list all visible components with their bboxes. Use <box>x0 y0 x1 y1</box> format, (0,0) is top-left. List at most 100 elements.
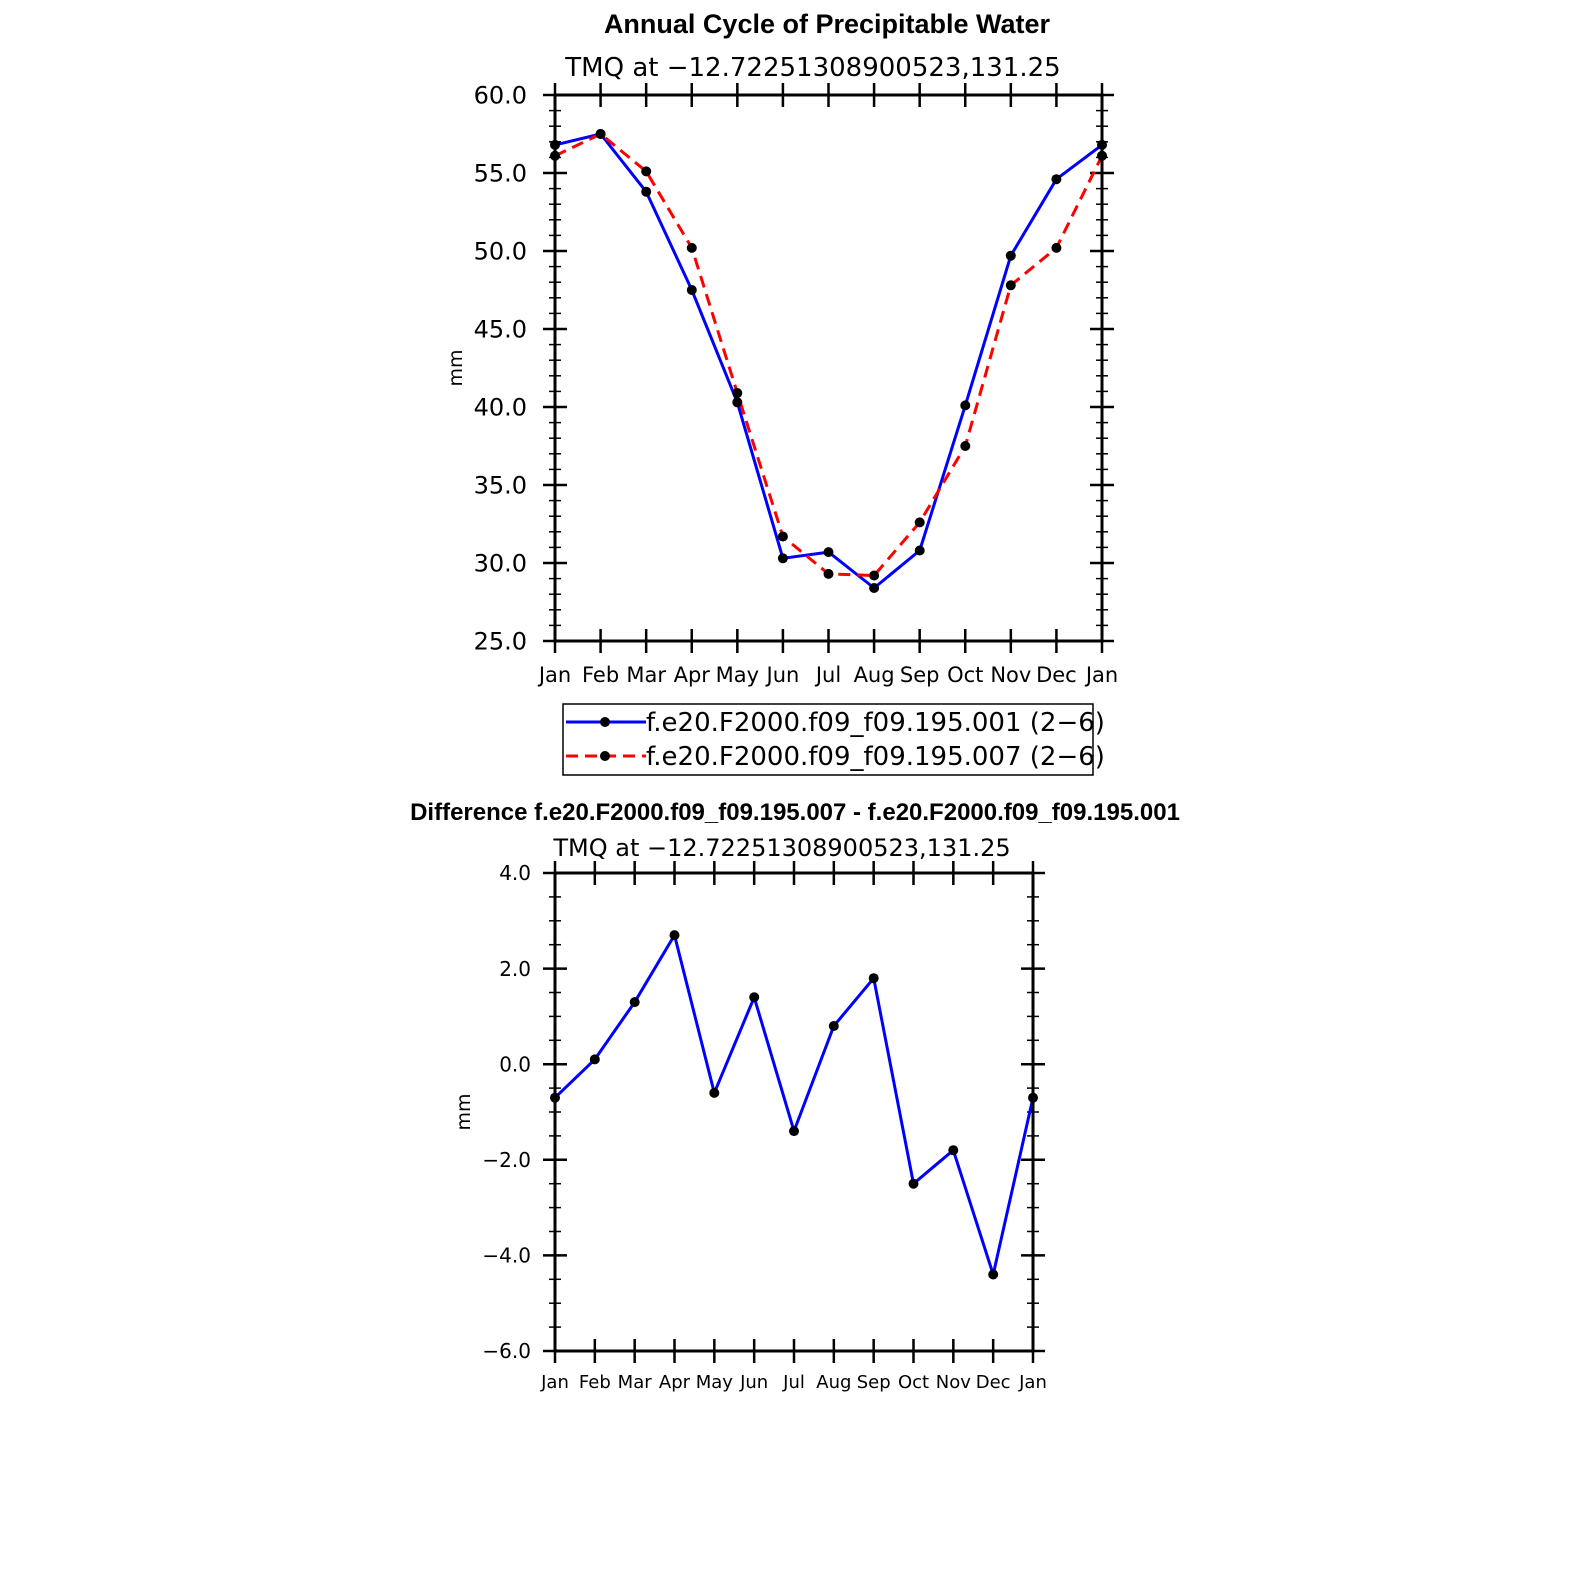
data-point <box>629 997 640 1008</box>
data-point <box>914 545 925 556</box>
data-point <box>641 166 652 177</box>
x-tick-label: Apr <box>674 663 711 687</box>
data-point <box>789 1126 799 1137</box>
y-tick-label: 40.0 <box>474 394 527 422</box>
data-point <box>777 553 788 564</box>
x-tick-label: Sep <box>857 1372 891 1393</box>
data-point <box>1005 280 1016 291</box>
data-point <box>823 547 834 558</box>
data-point <box>709 1087 720 1098</box>
y-tick-label: 2.0 <box>499 957 531 981</box>
y-tick-label: −2.0 <box>482 1148 531 1172</box>
data-point <box>960 400 971 411</box>
legend-box <box>562 703 1094 776</box>
x-tick-label: Jan <box>537 663 571 687</box>
chart-subtitle: TMQ at −12.72251308900523,131.25 <box>552 834 1010 862</box>
data-point <box>732 388 743 398</box>
data-point <box>868 973 879 984</box>
y-axis-label: mm <box>453 1093 475 1130</box>
x-tick-label: Feb <box>582 663 619 687</box>
data-point <box>641 186 652 197</box>
x-tick-label: Aug <box>816 1372 851 1393</box>
legend-marker <box>600 751 610 761</box>
x-tick-label: May <box>696 1372 734 1393</box>
y-tick-label: 30.0 <box>474 550 527 578</box>
data-point <box>908 1178 919 1189</box>
legend: f.e20.F2000.f09_f09.195.001 (2−6) f.e20.… <box>562 703 1105 776</box>
y-tick-label: 60.0 <box>474 82 527 110</box>
y-tick-label: 4.0 <box>499 861 531 885</box>
data-point <box>828 1021 839 1031</box>
data-point <box>869 570 880 581</box>
data-point <box>1005 250 1016 261</box>
data-point <box>869 583 880 593</box>
x-tick-label: Apr <box>659 1372 691 1393</box>
difference-panel: Difference f.e20.F2000.f09_f09.195.007 -… <box>410 799 1180 1393</box>
series-lines <box>554 132 1104 590</box>
x-tick-label: Nov <box>936 1372 971 1393</box>
data-point <box>589 1054 600 1065</box>
legend-entry-2: f.e20.F2000.f09_f09.195.007 (2−6) <box>566 742 1105 772</box>
data-point <box>1051 174 1062 185</box>
legend-marker <box>600 717 610 727</box>
data-point <box>1051 242 1062 253</box>
series-points <box>550 930 1038 1280</box>
x-tick-label: Jan <box>540 1372 569 1393</box>
series-line-2 <box>554 132 1104 577</box>
data-point <box>686 242 697 253</box>
x-tick-label: Oct <box>947 663 983 687</box>
y-tick-labels: 25.0 30.0 35.0 40.0 45.0 50.0 55.0 60.0 <box>474 82 527 656</box>
x-tick-label: Mar <box>618 1372 653 1393</box>
x-tick-label: Jul <box>782 1372 805 1393</box>
x-tick-label: Feb <box>579 1372 611 1393</box>
y-axis-label: mm <box>445 349 467 386</box>
legend-label-2: f.e20.F2000.f09_f09.195.007 (2−6) <box>646 742 1105 772</box>
series-lines <box>553 933 1035 1276</box>
x-tick-labels: Jan Feb Mar Apr May Jun Jul Aug Sep Oct Nov Dec Jan <box>540 1372 1047 1393</box>
x-tick-label: Nov <box>990 663 1031 687</box>
x-tick-label: Dec <box>1036 663 1077 687</box>
x-tick-label: Dec <box>976 1372 1011 1393</box>
chart-title: Difference f.e20.F2000.f09_f09.195.007 -… <box>410 799 1180 826</box>
data-point <box>686 285 697 295</box>
data-point <box>749 992 760 1003</box>
data-point <box>988 1269 999 1280</box>
y-tick-label: 25.0 <box>474 628 527 656</box>
x-tick-label: Jun <box>739 1372 768 1393</box>
y-tick-labels: −6.0 −4.0 −2.0 0.0 2.0 4.0 <box>482 861 531 1363</box>
data-point <box>732 397 743 408</box>
data-point <box>960 441 971 451</box>
legend-label-1: f.e20.F2000.f09_f09.195.001 (2−6) <box>646 708 1105 738</box>
data-point <box>948 1145 959 1156</box>
series-points <box>550 129 1107 593</box>
x-tick-label: Oct <box>898 1372 929 1393</box>
x-tick-label: Jan <box>1084 663 1118 687</box>
y-tick-label: 55.0 <box>474 160 527 188</box>
series-line-1 <box>554 132 1103 590</box>
data-point <box>669 930 680 941</box>
y-tick-label: −6.0 <box>482 1339 531 1363</box>
x-tick-label: Jun <box>765 663 800 687</box>
y-tick-label: 50.0 <box>474 238 527 266</box>
data-point <box>914 517 925 528</box>
series-line-1 <box>553 933 1035 1276</box>
data-point <box>595 129 606 139</box>
y-tick-label: 45.0 <box>474 316 527 344</box>
data-point <box>823 568 834 579</box>
chart-subtitle: TMQ at −12.72251308900523,131.25 <box>564 53 1060 83</box>
y-tick-label: 35.0 <box>474 472 527 500</box>
axis-ticks <box>543 861 1045 1363</box>
legend-entry-1: f.e20.F2000.f09_f09.195.001 (2−6) <box>566 708 1105 738</box>
x-tick-label: Aug <box>854 663 895 687</box>
x-tick-label: Jan <box>1018 1372 1047 1393</box>
x-tick-label: May <box>716 663 759 687</box>
plot-frame <box>553 871 1035 1353</box>
x-tick-label: Sep <box>900 663 940 687</box>
y-tick-label: −4.0 <box>482 1244 531 1268</box>
annual-cycle-panel: Annual Cycle of Precipitable Water TMQ a… <box>445 9 1118 776</box>
x-tick-label: Jul <box>814 663 841 687</box>
plot-frame <box>553 93 1104 643</box>
y-tick-label: 0.0 <box>499 1052 531 1076</box>
chart-title: Annual Cycle of Precipitable Water <box>604 9 1051 39</box>
